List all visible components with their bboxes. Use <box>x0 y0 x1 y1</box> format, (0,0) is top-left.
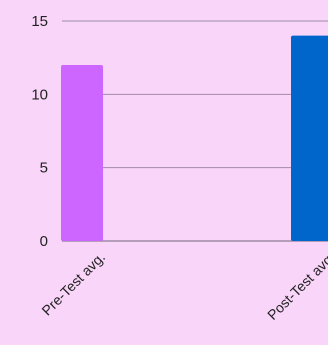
bar-1 <box>291 35 328 241</box>
y-axis-ticks: 0 5 10 15 <box>31 13 48 250</box>
y-tick-label: 15 <box>31 13 48 30</box>
bars <box>61 35 328 241</box>
bar-0 <box>61 65 103 241</box>
gridlines <box>62 20 328 242</box>
y-tick-label: 5 <box>40 160 48 177</box>
x-category-label: Pre-Test avg. <box>38 249 108 319</box>
x-category-label: Post-Test avg. <box>264 249 328 323</box>
y-tick-label: 0 <box>40 233 48 250</box>
y-tick-label: 10 <box>31 86 48 103</box>
x-axis-labels: Pre-Test avg. Post-Test avg. <box>38 249 328 323</box>
